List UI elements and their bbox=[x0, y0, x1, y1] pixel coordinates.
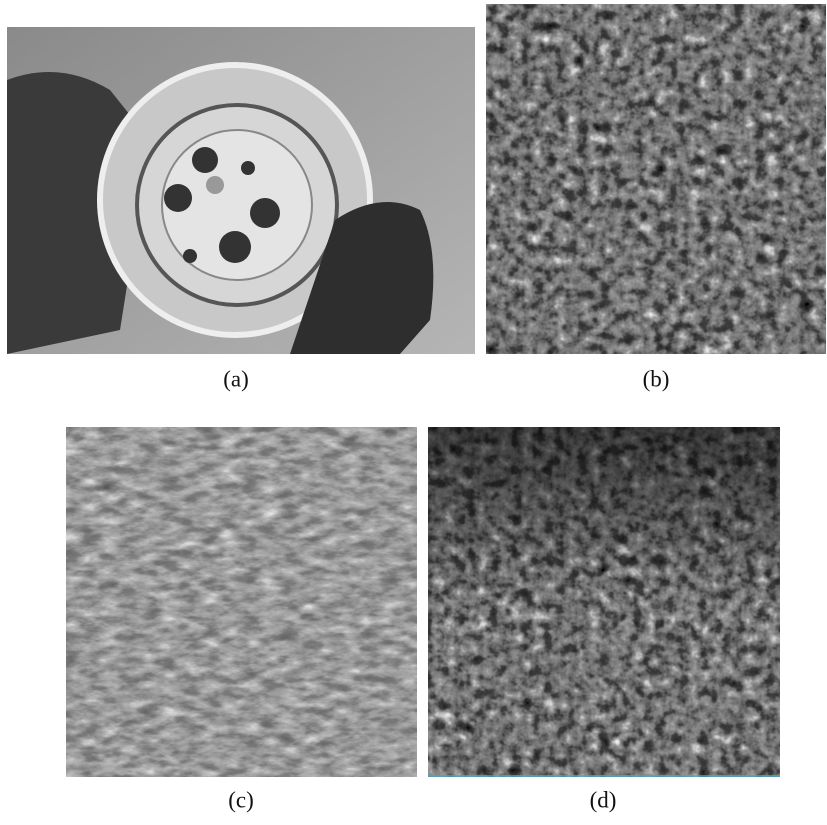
photo-a bbox=[7, 27, 475, 354]
caption: (c) bbox=[228, 787, 254, 812]
caption: (a) bbox=[223, 366, 249, 391]
caption: (d) bbox=[590, 787, 617, 812]
micrograph-b bbox=[486, 4, 826, 354]
figure: (a) (b) (c) (d) bbox=[0, 0, 827, 820]
micrograph-d bbox=[428, 427, 780, 777]
micrograph-c bbox=[66, 427, 417, 777]
caption: (b) bbox=[643, 366, 670, 391]
